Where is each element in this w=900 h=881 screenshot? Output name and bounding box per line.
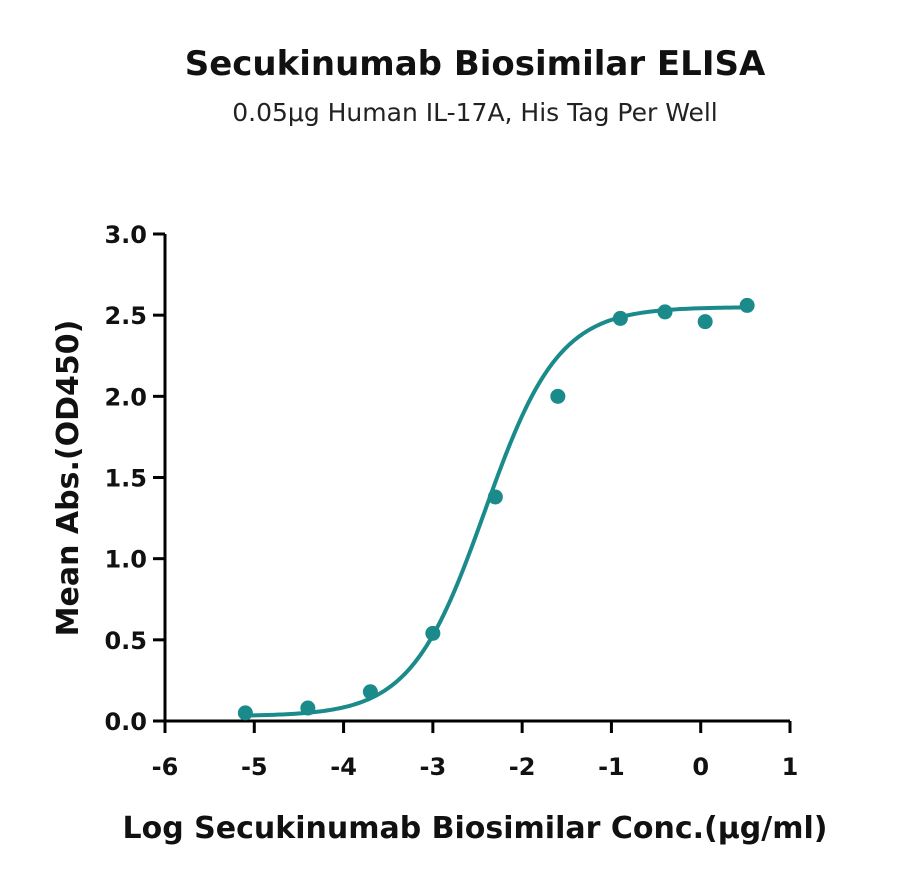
axes: 0.0 0.5 1.0 1.5 2.0 2.5 3.0 -6 -5 -4 -3 -2 -1 0 1	[104, 221, 798, 781]
data-point	[550, 388, 566, 404]
data-point	[362, 684, 378, 700]
data-point	[739, 297, 755, 313]
data-point	[487, 489, 503, 505]
x-ticks: -6 -5 -4 -3 -2 -1 0 1	[152, 721, 799, 781]
x-tick-label: -1	[598, 753, 625, 781]
x-tick-label: -4	[330, 753, 357, 781]
data-point	[612, 310, 628, 326]
y-tick-label: 2.5	[104, 302, 147, 330]
fit-curve	[245, 305, 748, 718]
data-point	[300, 700, 316, 716]
y-tick-label: 1.5	[104, 465, 147, 493]
x-tick-label: -3	[420, 753, 447, 781]
data-point	[425, 625, 441, 641]
y-axis-label: Mean Abs.(OD450)	[51, 320, 86, 637]
x-tick-label: -6	[152, 753, 179, 781]
y-tick-label: 0.5	[104, 627, 147, 655]
data-point	[237, 705, 253, 721]
data-point	[657, 304, 673, 320]
x-tick-label: 0	[692, 753, 709, 781]
chart-subtitle: 0.05μg Human IL-17A, His Tag Per Well	[232, 98, 718, 127]
x-tick-label: 1	[782, 753, 799, 781]
chart-title: Secukinumab Biosimilar ELISA	[185, 44, 766, 84]
y-tick-label: 2.0	[104, 383, 147, 411]
x-tick-label: -5	[241, 753, 268, 781]
x-tick-label: -2	[509, 753, 536, 781]
y-tick-label: 0.0	[104, 708, 147, 736]
data-point	[697, 314, 713, 330]
data-points	[237, 297, 755, 721]
y-tick-label: 3.0	[104, 221, 147, 249]
y-ticks: 0.0 0.5 1.0 1.5 2.0 2.5 3.0	[104, 221, 165, 736]
x-axis-label: Log Secukinumab Biosimilar Conc.(μg/ml)	[123, 811, 828, 846]
y-tick-label: 1.0	[104, 546, 147, 574]
